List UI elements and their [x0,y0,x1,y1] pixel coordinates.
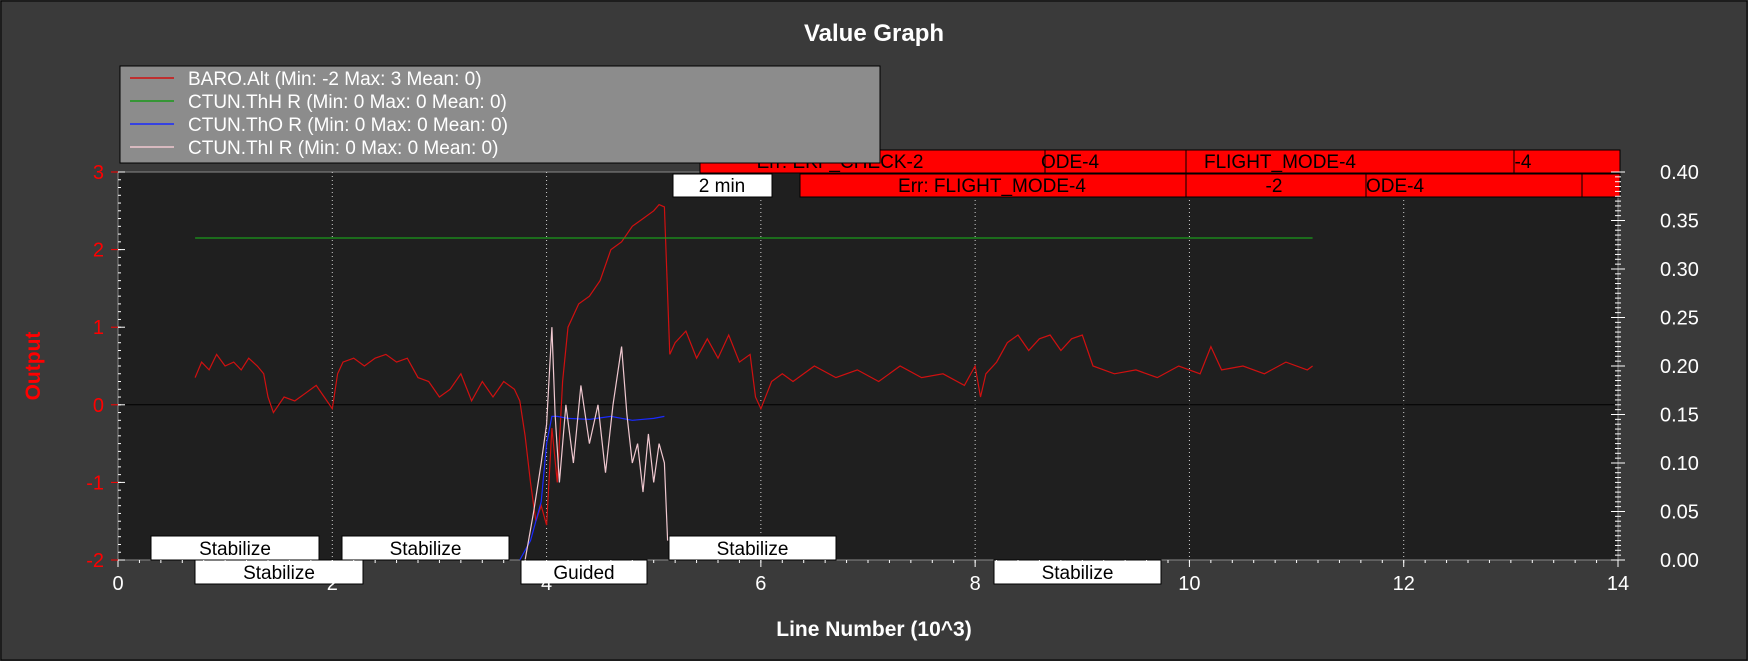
error-annotation-box [1365,173,1621,198]
y2-tick-label: 0.15 [1660,405,1699,427]
flight-mode-label-box [150,535,320,561]
error-annotation: -2 [1185,173,1367,198]
error-annotation: ODE-4 [1365,173,1621,198]
x-tick-label: 0 [112,573,123,595]
flight-mode-label-box [520,559,648,585]
error-annotation-box [1513,149,1621,174]
time-marker: 2 min [672,173,773,198]
flight-mode-label-box [668,535,837,561]
flight-mode-label-box [341,535,510,561]
flight-mode-label-label: Guided [553,563,614,584]
flight-mode-label: Stabilize [150,535,320,561]
legend-entry: CTUN.ThH R (Min: 0 Max: 0 Mean: 0) [188,92,507,113]
x-tick-label: 8 [970,573,981,595]
y-tick-label: 3 [93,162,104,184]
legend-entry: BARO.Alt (Min: -2 Max: 3 Mean: 0) [188,69,482,90]
flight-mode-label: Stabilize [341,535,510,561]
error-annotation: -4 [1513,149,1621,174]
y2-tick-label: 0.35 [1660,211,1699,233]
error-annotation-label: ODE-4 [1366,176,1425,197]
x-tick-label: 6 [755,573,766,595]
y2-tick-label: 0.10 [1660,453,1699,475]
x-axis-label: Line Number (10^3) [776,618,971,641]
series-line-0 [194,203,1313,526]
series-line-3 [524,327,669,561]
y-axis-label: Output [22,332,45,401]
x-tick-label: 4 [541,573,552,595]
y-tick-label: 2 [93,240,104,262]
flight-mode-label-label: Stabilize [199,539,271,560]
time-marker-box [672,173,773,198]
error-annotation-label: -4 [1515,152,1532,173]
legend: BARO.Alt (Min: -2 Max: 3 Mean: 0)CTUN.Th… [119,65,881,164]
flight-mode-label: Stabilize [993,559,1162,585]
plot-area [117,171,1619,561]
y2-tick-label: 0.20 [1660,356,1699,378]
error-annotation-label: -2 [1266,176,1283,197]
error-annotation: ODE-4 [1041,149,1187,174]
flight-mode-label-label: Stabilize [1042,563,1114,584]
flight-mode-label: Guided [520,559,648,585]
y2-tick-label: 0.05 [1660,502,1699,524]
legend-entry: CTUN.ThI R (Min: 0 Max: 0 Mean: 0) [188,138,498,159]
flight-mode-label: Stabilize [668,535,837,561]
legend-entry: CTUN.ThO R (Min: 0 Max: 0 Mean: 0) [188,115,508,136]
error-annotation: FLIGHT_MODE-4 [1185,149,1515,174]
series-layer [194,203,1313,561]
y2-tick-label: 0.25 [1660,308,1699,330]
y-tick-label: 0 [93,395,104,417]
y-tick-label: -1 [86,472,104,494]
y-tick-label: -2 [86,550,104,572]
x-tick-label: 10 [1178,573,1200,595]
flight-mode-label-box [993,559,1162,585]
series-line-2 [519,415,665,561]
x-tick-label: 2 [327,573,338,595]
y-tick-label: 1 [93,317,104,339]
error-annotation-label: FLIGHT_MODE-4 [1204,152,1356,173]
x-grid [331,172,1405,560]
error-annotation: Err: FLIGHT_MODE-4 [799,173,1187,198]
legend-box [119,65,881,164]
error-annotation-label: ODE-4 [1041,152,1100,173]
y2-tick-label: 0.30 [1660,259,1699,281]
flight-mode-label-label: Stabilize [717,539,789,560]
flight-mode-label-label: Stabilize [243,563,315,584]
axes-layer: 0 2 4 6 8 10 12 14-2-101230.000.050.100.150.200… [86,162,1699,595]
y2-tick-label: 0.40 [1660,162,1699,184]
annotation-layer: Err: EKF_CHECK-2ODE-4FLIGHT_MODE-4-4Err:… [150,149,1621,585]
flight-mode-label: Stabilize [194,559,364,585]
x-tick-label: 12 [1393,573,1415,595]
x-tick-label: 14 [1607,573,1629,595]
time-marker-label: 2 min [699,176,745,197]
flight-mode-label-box [194,559,364,585]
y2-tick-label: 0.00 [1660,550,1699,572]
chart-title: Value Graph [804,20,944,47]
flight-mode-label-label: Stabilize [390,539,462,560]
error-annotation-label: Err: FLIGHT_MODE-4 [898,176,1086,197]
